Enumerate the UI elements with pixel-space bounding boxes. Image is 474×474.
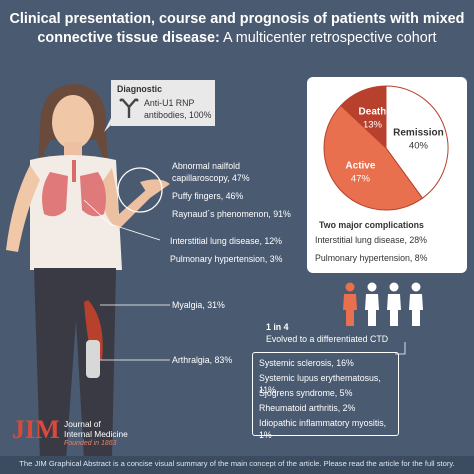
myalgia-label: Myalgia, 31% bbox=[172, 300, 225, 310]
pie-label-active: Active bbox=[345, 161, 375, 172]
diagnostic-box: Diagnostic Anti-U1 RNP antibodies, 100% bbox=[111, 80, 215, 126]
right-lung bbox=[80, 172, 106, 217]
pie-value-remission: 40% bbox=[409, 140, 429, 151]
ctd-list-box: Systemic sclerosis, 16% Systemic lupus e… bbox=[252, 352, 399, 440]
journal-name-line2: Internal Medicine bbox=[64, 429, 128, 439]
journal-name-line1: Journal of bbox=[64, 419, 101, 429]
neck bbox=[64, 142, 82, 158]
lungs-line2: Pulmonary hypertension, 3% bbox=[170, 254, 283, 264]
title: Clinical presentation, course and progno… bbox=[0, 10, 474, 48]
footer-text: The JIM Graphical Abstract is a concise … bbox=[19, 459, 455, 468]
hand-highlight-circle bbox=[117, 167, 163, 213]
evolved-ratio: 1 in 4 bbox=[266, 322, 289, 332]
lungs-line1: Interstitial lung disease, 12% bbox=[170, 236, 282, 246]
hand bbox=[140, 179, 170, 198]
ctd-item: Idiopathic inflammatory myositis, 1% bbox=[259, 418, 387, 440]
hands-line2: capillaroscopy, 47% bbox=[172, 173, 250, 183]
pie-label-remission: Remission bbox=[393, 127, 444, 138]
hands-line1: Abnormal nailfold bbox=[172, 161, 240, 171]
footer-bar bbox=[0, 456, 474, 474]
knee-joint bbox=[86, 340, 100, 378]
ctd-item: Sjögrens syndrome, 5% bbox=[259, 388, 353, 398]
diagnostic-pointer bbox=[104, 116, 120, 132]
face bbox=[52, 95, 94, 149]
complications-line1: Interstitial lung disease, 28% bbox=[315, 235, 427, 245]
left-lung bbox=[42, 172, 68, 217]
complications-line2: Pulmonary hypertension, 8% bbox=[315, 253, 428, 263]
hands-line4: Raynaud´s phenomenon, 91% bbox=[172, 209, 291, 219]
evolved-text: Evolved to a differentiated CTD bbox=[266, 334, 389, 344]
ctd-item: Systemic lupus erythematosus, 11% bbox=[259, 373, 381, 395]
diagnostic-heading: Diagnostic bbox=[117, 84, 162, 94]
pie-slice-remission bbox=[385, 85, 449, 199]
left-arm bbox=[6, 165, 40, 252]
person-icon bbox=[343, 282, 357, 326]
pie-label-death: Death bbox=[359, 107, 387, 118]
ctd-item: Rheumatoid arthritis, 2% bbox=[259, 403, 356, 413]
pie-value-active: 47% bbox=[351, 174, 371, 185]
title-line2-rest: A multicenter retrospective cohort bbox=[219, 30, 437, 46]
course-panel: Death 13% Remission 40% Active 47% Two major … bbox=[307, 77, 467, 273]
people-icons bbox=[343, 282, 423, 326]
arthralgia-label: Arthralgia, 83% bbox=[172, 355, 233, 365]
title-line1: Clinical presentation, course and progno… bbox=[9, 11, 465, 27]
journal-founded: Founded in 1863 bbox=[64, 440, 117, 447]
lung-pointer bbox=[83, 199, 161, 241]
pie-slice-active bbox=[323, 104, 424, 211]
right-arm bbox=[100, 168, 150, 228]
antibody-icon bbox=[119, 98, 139, 118]
title-line2-bold: connective tissue disease: bbox=[37, 30, 220, 46]
jim-logo: JIM bbox=[12, 415, 60, 444]
pie-value-death: 13% bbox=[363, 120, 383, 131]
course-pie-chart: Death 13% Remission 40% Active 47% bbox=[323, 85, 449, 211]
person-icon bbox=[387, 282, 401, 326]
ctd-item: Systemic sclerosis, 16% bbox=[259, 358, 354, 368]
person-icon bbox=[409, 282, 423, 326]
complications-heading: Two major complications bbox=[319, 220, 424, 230]
diagnostic-line1: Anti-U1 RNP bbox=[144, 98, 195, 108]
person-icon bbox=[365, 282, 379, 326]
diagnostic-line2: antibodies, 100% bbox=[144, 110, 212, 120]
journal-name: Journal of Internal Medicine bbox=[64, 419, 128, 439]
hands-line3: Puffy fingers, 46% bbox=[172, 191, 244, 201]
